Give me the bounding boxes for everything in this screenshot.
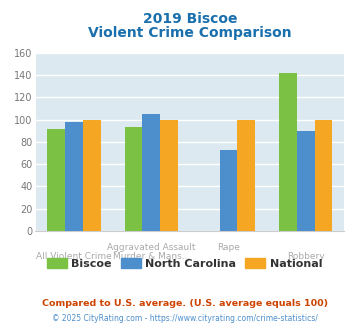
Text: © 2025 CityRating.com - https://www.cityrating.com/crime-statistics/: © 2025 CityRating.com - https://www.city… [52,314,317,323]
Bar [65,122,83,231]
Bar [125,127,142,231]
Bar [142,114,160,231]
Bar [297,131,315,231]
Text: Aggravated Assault: Aggravated Assault [107,243,196,251]
Bar [315,119,332,231]
Text: 2019 Biscoe: 2019 Biscoe [143,12,237,25]
Bar [160,119,178,231]
Legend: Biscoe, North Carolina, National: Biscoe, North Carolina, National [43,254,327,273]
Text: Violent Crime Comparison: Violent Crime Comparison [88,26,292,40]
Bar [220,150,237,231]
Text: Murder & Mans...: Murder & Mans... [113,252,190,261]
Text: All Violent Crime: All Violent Crime [36,252,112,261]
Bar [279,73,297,231]
Text: Robbery: Robbery [287,252,324,261]
Bar [237,119,255,231]
Text: Rape: Rape [217,243,240,251]
Bar [83,119,101,231]
Text: Compared to U.S. average. (U.S. average equals 100): Compared to U.S. average. (U.S. average … [42,299,328,308]
Bar [48,128,65,231]
